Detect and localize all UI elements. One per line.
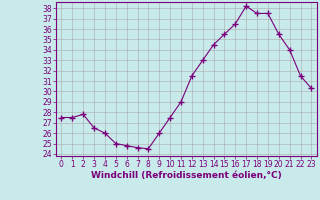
X-axis label: Windchill (Refroidissement éolien,°C): Windchill (Refroidissement éolien,°C) xyxy=(91,171,282,180)
